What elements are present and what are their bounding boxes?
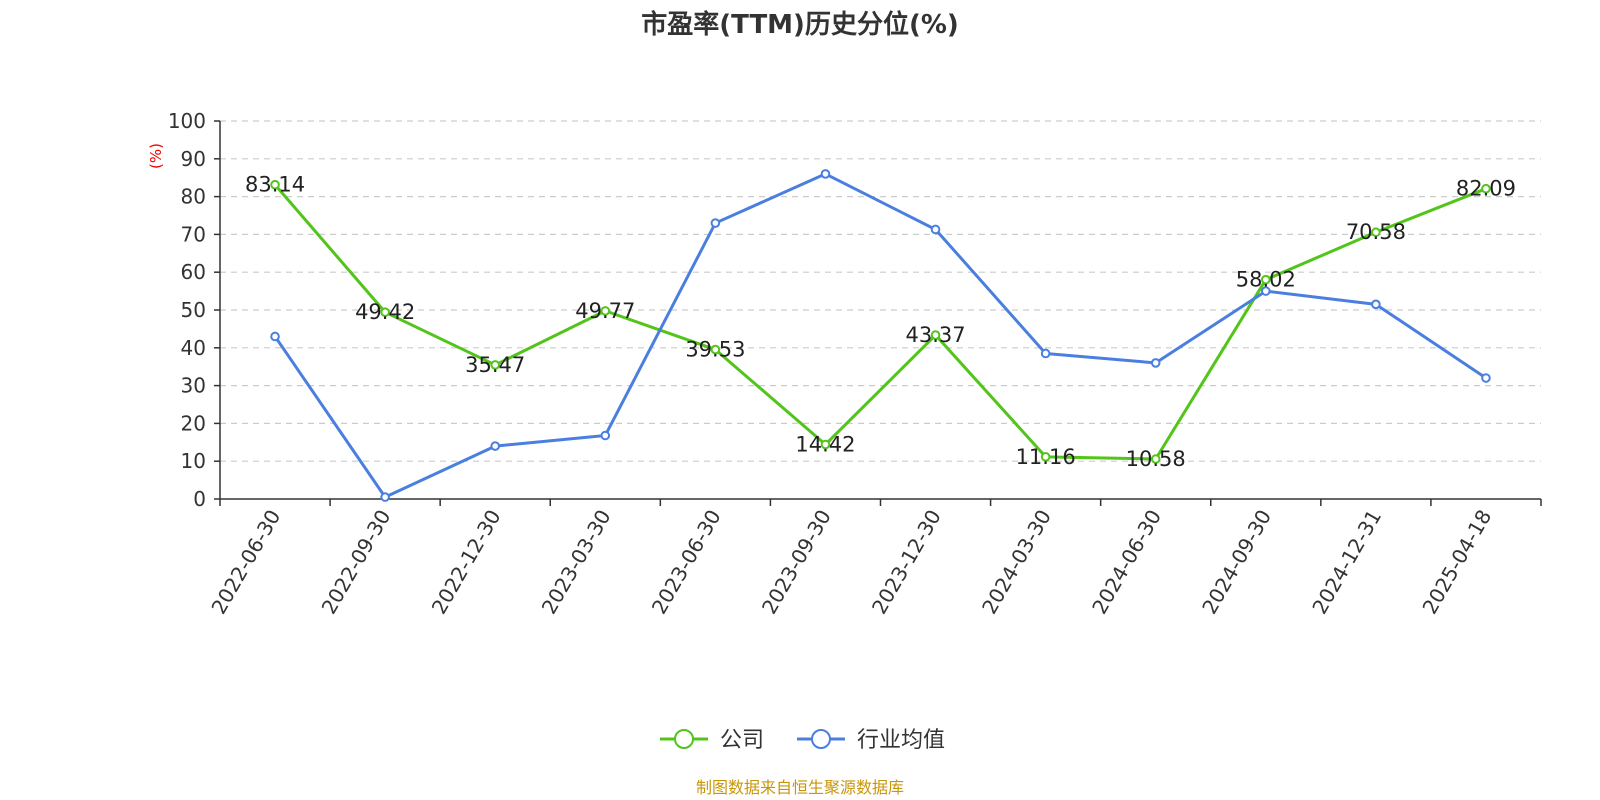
y-tick-label: 90 — [181, 147, 206, 171]
data-point[interactable] — [930, 224, 941, 235]
y-axis-unit-label: (%) — [147, 143, 165, 169]
x-tick-label: 2024-12-31 — [1307, 506, 1386, 619]
x-tick-label: 2023-03-30 — [537, 506, 616, 619]
legend-marker — [674, 729, 694, 749]
x-tick-label: 2025-04-18 — [1417, 506, 1496, 619]
data-point[interactable] — [820, 439, 831, 450]
y-tick-label: 50 — [181, 298, 206, 322]
data-label: 14.42 — [795, 432, 855, 456]
y-tick-label: 20 — [181, 411, 206, 435]
data-label: 43.37 — [905, 323, 965, 347]
data-point[interactable] — [1371, 227, 1381, 238]
y-tick-label: 0 — [193, 487, 206, 511]
y-tick-label: 70 — [181, 222, 206, 246]
data-point[interactable] — [710, 344, 721, 355]
x-tick-label: 2024-06-30 — [1087, 506, 1166, 619]
data-point[interactable] — [710, 218, 721, 228]
x-tick-label: 2022-12-30 — [427, 506, 506, 619]
legend-marker — [811, 729, 831, 749]
data-label: 49.42 — [355, 300, 415, 324]
data-point[interactable] — [1040, 452, 1051, 462]
data-point[interactable] — [1150, 358, 1161, 368]
data-point[interactable] — [1260, 274, 1271, 285]
legend-item-industry[interactable]: 行业均值 — [797, 728, 945, 753]
legend-item-company[interactable]: 公司 — [660, 728, 764, 753]
x-tick-label: 2023-12-30 — [867, 506, 946, 619]
x-tick-label: 2022-09-30 — [317, 506, 396, 619]
y-tick-label: 60 — [181, 260, 206, 284]
data-point[interactable] — [930, 330, 941, 340]
grid-lines — [220, 120, 1541, 462]
source-note: 制图数据来自恒生聚源数据库 — [696, 778, 904, 797]
y-tick-label: 30 — [181, 374, 206, 398]
data-point[interactable] — [600, 306, 611, 316]
data-point[interactable] — [820, 169, 831, 179]
data-label: 58.02 — [1236, 268, 1296, 292]
data-point[interactable] — [1481, 183, 1491, 194]
data-label: 82.09 — [1456, 177, 1516, 201]
data-label: 11.16 — [1016, 445, 1076, 469]
x-tick-label: 2024-03-30 — [977, 506, 1056, 619]
y-tick-label: 100 — [168, 109, 206, 133]
data-point[interactable] — [1150, 454, 1161, 464]
data-label: 35.47 — [465, 353, 525, 377]
x-tick-label: 2023-09-30 — [757, 506, 836, 619]
data-labels: 83.14 49.42 35.47 49.77 39.53 14.42 43.37 11.16… — [245, 173, 1516, 471]
data-point[interactable] — [270, 179, 280, 190]
x-tick-labels: 2022-06-30 2022-09-30 2022-12-30 2023-03-30… — [206, 506, 1496, 619]
y-tick-label: 40 — [181, 336, 206, 360]
data-label: 39.53 — [685, 338, 745, 362]
y-tick-label: 80 — [181, 185, 206, 209]
data-point[interactable] — [380, 492, 390, 502]
series-lines — [270, 169, 1491, 502]
data-point[interactable] — [1040, 348, 1051, 359]
data-point[interactable] — [380, 307, 390, 317]
legend-label: 公司 — [720, 728, 764, 753]
y-tick-label: 10 — [181, 449, 206, 473]
chart-title: 市盈率(TTM)历史分位(%) — [641, 9, 959, 40]
series-line-company — [273, 183, 1487, 461]
legend-label: 行业均值 — [857, 728, 945, 753]
x-tick-label: 2024-09-30 — [1197, 506, 1276, 619]
series-line-industry — [273, 172, 1487, 499]
legend[interactable]: 公司 行业均值 — [660, 728, 945, 753]
data-point[interactable] — [600, 430, 611, 441]
data-point[interactable] — [1260, 286, 1271, 296]
data-point[interactable] — [1371, 299, 1381, 310]
data-label: 83.14 — [245, 173, 305, 197]
data-point[interactable] — [490, 360, 501, 370]
data-point[interactable] — [270, 331, 280, 342]
axes — [214, 120, 1542, 506]
x-tick-label: 2023-06-30 — [647, 506, 726, 619]
data-label: 10.58 — [1126, 447, 1186, 471]
data-label: 70.58 — [1346, 220, 1406, 244]
data-label: 49.77 — [575, 299, 635, 323]
x-tick-label: 2022-06-30 — [206, 506, 285, 619]
data-point[interactable] — [1481, 373, 1491, 383]
y-tick-labels: 0 10 20 30 40 50 60 70 80 90 100 — [168, 109, 206, 511]
data-point[interactable] — [490, 441, 501, 451]
